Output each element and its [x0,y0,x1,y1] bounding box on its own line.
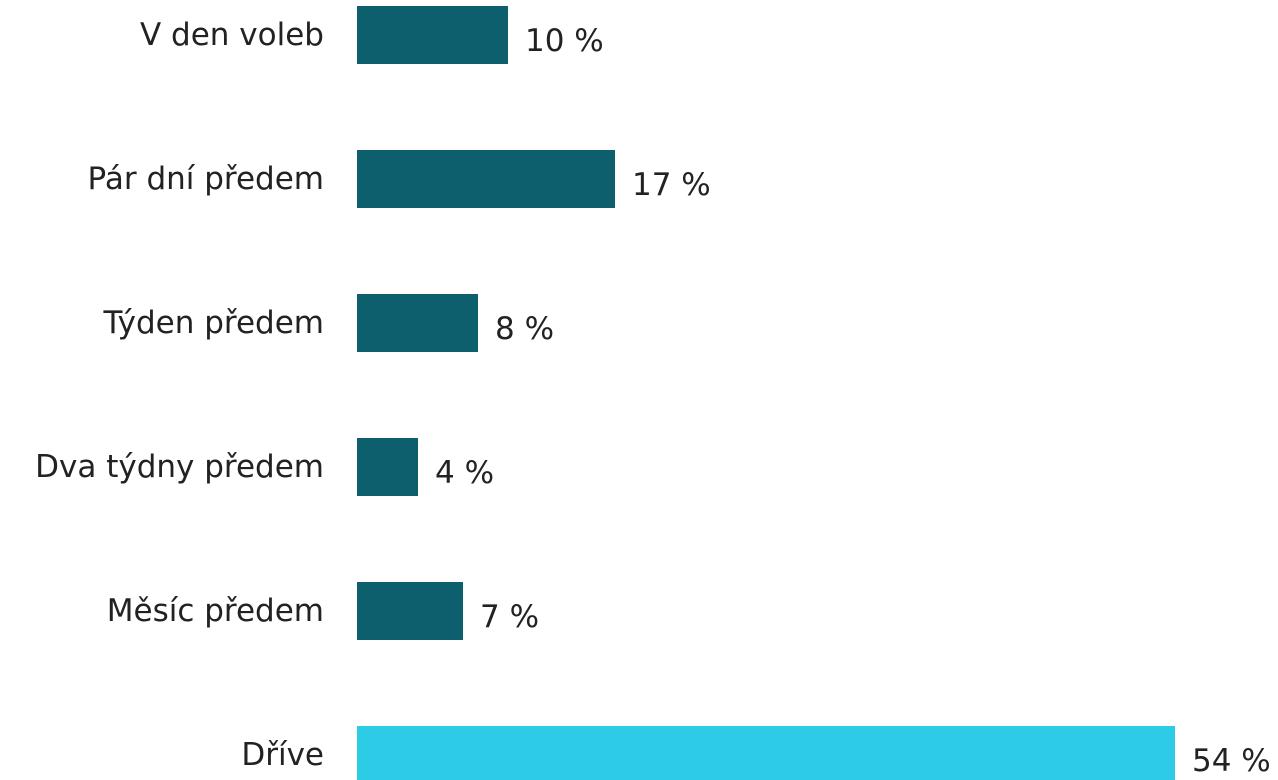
value-label-tyden-predem: 8 % [495,311,554,347]
value-label-mesic-predem: 7 % [480,599,539,635]
value-label-par-dni-predem: 17 % [632,167,711,203]
bar-v-den-voleb [357,6,508,64]
category-label-par-dni-predem: Pár dní předem [88,161,324,197]
bar-dva-tydny-predem [357,438,418,496]
bar-drive [357,726,1175,780]
bar-mesic-predem [357,582,463,640]
category-label-mesic-predem: Měsíc předem [107,593,324,629]
value-label-dva-tydny-predem: 4 % [435,455,494,491]
bar-tyden-predem [357,294,478,352]
category-label-v-den-voleb: V den voleb [140,17,324,53]
value-label-drive: 54 % [1192,743,1271,779]
value-label-v-den-voleb: 10 % [525,23,604,59]
category-label-dva-tydny-predem: Dva týdny předem [35,449,324,485]
category-label-drive: Dříve [241,737,324,773]
category-label-tyden-predem: Týden předem [103,305,324,341]
bar-par-dni-predem [357,150,615,208]
